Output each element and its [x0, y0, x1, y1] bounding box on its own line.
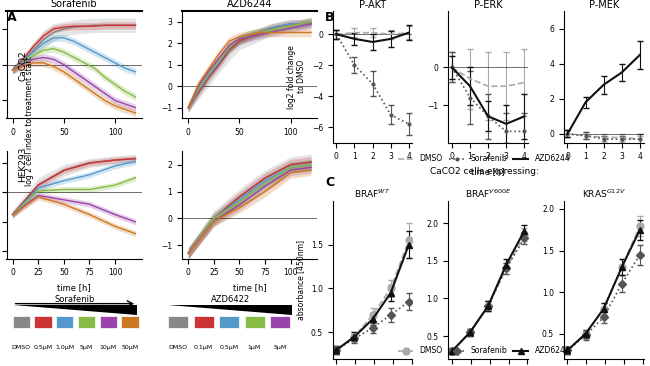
Title: KRAS$^{G12V}$: KRAS$^{G12V}$: [582, 187, 625, 200]
Text: Sorafenib: Sorafenib: [55, 295, 95, 304]
FancyBboxPatch shape: [244, 316, 265, 328]
Title: P-MEK: P-MEK: [588, 0, 619, 10]
FancyBboxPatch shape: [219, 316, 239, 328]
FancyBboxPatch shape: [168, 316, 188, 328]
Text: 10μM: 10μM: [99, 345, 116, 350]
Text: CaCO2: CaCO2: [18, 51, 27, 81]
Text: A: A: [6, 11, 16, 24]
Text: HEK293: HEK293: [18, 147, 27, 182]
Text: 1.0μM: 1.0μM: [55, 345, 74, 350]
Text: 5μM: 5μM: [273, 345, 287, 350]
Y-axis label: absorbance [450nm]: absorbance [450nm]: [296, 240, 306, 320]
Text: AZD6422: AZD6422: [211, 295, 250, 304]
Text: C: C: [325, 176, 334, 189]
X-axis label: time [h]: time [h]: [57, 283, 91, 292]
FancyBboxPatch shape: [194, 316, 214, 328]
Title: P-ERK: P-ERK: [474, 0, 502, 10]
FancyBboxPatch shape: [78, 316, 95, 328]
X-axis label: time [h]: time [h]: [233, 283, 266, 292]
Text: 1μM: 1μM: [248, 345, 261, 350]
Text: log 2 cell index to treatment start: log 2 cell index to treatment start: [25, 56, 34, 186]
Polygon shape: [168, 305, 292, 315]
Text: DMSO: DMSO: [12, 345, 31, 350]
Legend: DMSO, Sorafenib, AZD6244: DMSO, Sorafenib, AZD6244: [395, 343, 573, 359]
FancyBboxPatch shape: [34, 316, 51, 328]
X-axis label: time [h]: time [h]: [471, 167, 505, 176]
Text: CaCO2 cells expressing:: CaCO2 cells expressing:: [430, 167, 539, 176]
Text: 0.5μM: 0.5μM: [33, 345, 53, 350]
Title: BRAF$^{V600E}$: BRAF$^{V600E}$: [465, 187, 512, 200]
FancyBboxPatch shape: [270, 316, 290, 328]
Text: 0.5μM: 0.5μM: [220, 345, 239, 350]
Text: 50μM: 50μM: [122, 345, 138, 350]
FancyBboxPatch shape: [13, 316, 30, 328]
FancyBboxPatch shape: [99, 316, 117, 328]
Title: BRAF$^{WT}$: BRAF$^{WT}$: [354, 187, 391, 200]
Title: P-AKT: P-AKT: [359, 0, 386, 10]
Y-axis label: log2 fold change
to DMSO: log2 fold change to DMSO: [287, 45, 306, 109]
FancyBboxPatch shape: [56, 316, 73, 328]
Text: B: B: [325, 11, 335, 24]
Legend: DMSO, Sorafenib, AZD6244: DMSO, Sorafenib, AZD6244: [395, 151, 573, 167]
Polygon shape: [13, 305, 137, 315]
Text: 0.1μM: 0.1μM: [194, 345, 213, 350]
Text: 5μM: 5μM: [80, 345, 93, 350]
Title: Sorafenib: Sorafenib: [51, 0, 98, 9]
Title: AZD6244: AZD6244: [227, 0, 272, 9]
FancyBboxPatch shape: [122, 316, 138, 328]
Text: DMSO: DMSO: [168, 345, 188, 350]
